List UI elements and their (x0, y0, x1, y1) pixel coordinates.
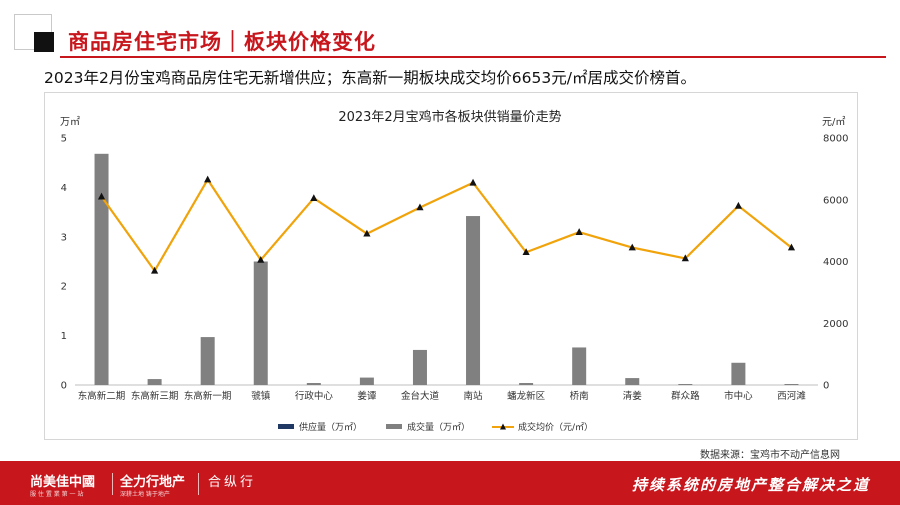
sales-volume-bar (359, 377, 374, 385)
left-axis-tick-label: 3 (61, 232, 67, 243)
right-axis-unit: 元/㎡ (822, 117, 846, 128)
footer-logo-hezongxing: 合纵行 (208, 475, 257, 490)
right-axis-tick-label: 6000 (823, 195, 848, 206)
x-axis-category-label: 金台大道 (401, 390, 440, 402)
avg-price-point (363, 229, 371, 237)
sales-volume-bar (519, 383, 534, 385)
legend-price-label: 成交均价（元/㎡） (518, 421, 593, 433)
right-axis-tick-label: 4000 (823, 257, 848, 268)
avg-price-line (100, 178, 793, 272)
footer-divider (112, 473, 113, 495)
sales-volume-bar (784, 384, 799, 385)
x-axis-category-label: 蟠龙新区 (507, 390, 546, 402)
page-subtitle: 2023年2月份宝鸡商品房住宅无新增供应；东高新一期板块成交均价6653元/㎡居… (44, 69, 696, 87)
left-axis-tick-label: 0 (61, 381, 67, 392)
legend-price-marker (500, 423, 506, 430)
legend-sales-swatch (386, 424, 402, 429)
right-axis-tick-label: 8000 (823, 134, 848, 145)
x-axis-category-label: 桥南 (570, 390, 589, 402)
sales-volume-bar (625, 378, 640, 385)
x-axis-category-label: 姜谭 (357, 390, 377, 402)
sales-volume-bar (200, 337, 215, 385)
data-source: 数据来源：宝鸡市不动产信息网 (700, 450, 840, 461)
sales-volume-bar (731, 362, 746, 385)
avg-price-point (416, 203, 424, 211)
x-axis-category-label: 东高新一期 (184, 390, 232, 402)
footer-divider (198, 473, 199, 495)
sales-volume-bar (94, 153, 109, 385)
avg-price-point (151, 266, 159, 274)
x-axis-category-label: 清姜 (623, 390, 643, 402)
x-axis-category-label: 东高新二期 (78, 390, 126, 402)
footer-logo-shangmeijia: 尚美佳中國 (30, 475, 96, 490)
left-axis-unit: 万㎡ (60, 117, 80, 128)
avg-price-point (257, 255, 265, 263)
avg-price-point (310, 194, 318, 202)
avg-price-point (97, 192, 106, 200)
footer-bar: 尚美佳中國 服 住 置 業 第 一 站 全力行地产 深耕土地 铸于地产 合纵行 … (0, 461, 900, 505)
legend-sales-label: 成交量（万㎡） (407, 421, 470, 433)
left-axis-tick-label: 1 (61, 331, 67, 342)
avg-price-point (628, 243, 636, 251)
avg-price-point (734, 201, 742, 209)
footer-slogan: 持续系统的房地产整合解决之道 (631, 476, 870, 494)
avg-price-point (575, 228, 583, 235)
x-axis-category-label: 虢镇 (251, 390, 271, 402)
sales-volume-bar (306, 383, 321, 385)
avg-price-point (204, 175, 212, 183)
avg-price-point (787, 243, 796, 251)
x-axis-category-label: 市中心 (724, 390, 753, 402)
avg-price-point (522, 248, 530, 256)
sales-volume-bar (572, 347, 587, 385)
sales-volume-bar (466, 216, 481, 385)
chart-title: 2023年2月宝鸡市各板块供销量价走势 (338, 110, 562, 125)
header-divider (60, 56, 886, 58)
left-axis-tick-label: 5 (61, 134, 67, 145)
chart-panel (44, 92, 858, 440)
header-mark (34, 32, 54, 52)
left-axis-tick-label: 2 (61, 282, 67, 293)
x-axis-category-label: 群众路 (671, 390, 700, 402)
right-axis-tick-label: 0 (823, 381, 829, 392)
x-axis-category-label: 西河滩 (777, 390, 806, 402)
sales-volume-bar (253, 261, 268, 385)
right-axis-tick-label: 2000 (823, 319, 848, 330)
sales-volume-bar (147, 379, 162, 385)
avg-price-point (681, 254, 689, 262)
x-axis-category-label: 南站 (464, 390, 484, 402)
sales-volume-bar (678, 384, 693, 385)
x-axis-category-label: 东高新三期 (131, 390, 179, 402)
x-axis-category-label: 行政中心 (295, 390, 334, 402)
footer-logo-quanlixing: 全力行地产 (120, 475, 186, 490)
footer-logo-quanlixing-tagline: 深耕土地 铸于地产 (120, 491, 170, 498)
legend-supply-swatch (278, 424, 294, 429)
sales-volume-bar (412, 349, 427, 385)
avg-price-point (469, 178, 477, 186)
legend-supply-label: 供应量（万㎡） (299, 421, 362, 433)
page-title: 商品房住宅市场｜板块价格变化 (68, 30, 376, 54)
left-axis-tick-label: 4 (61, 183, 67, 194)
footer-logo-shangmeijia-tagline: 服 住 置 業 第 一 站 (30, 491, 84, 498)
